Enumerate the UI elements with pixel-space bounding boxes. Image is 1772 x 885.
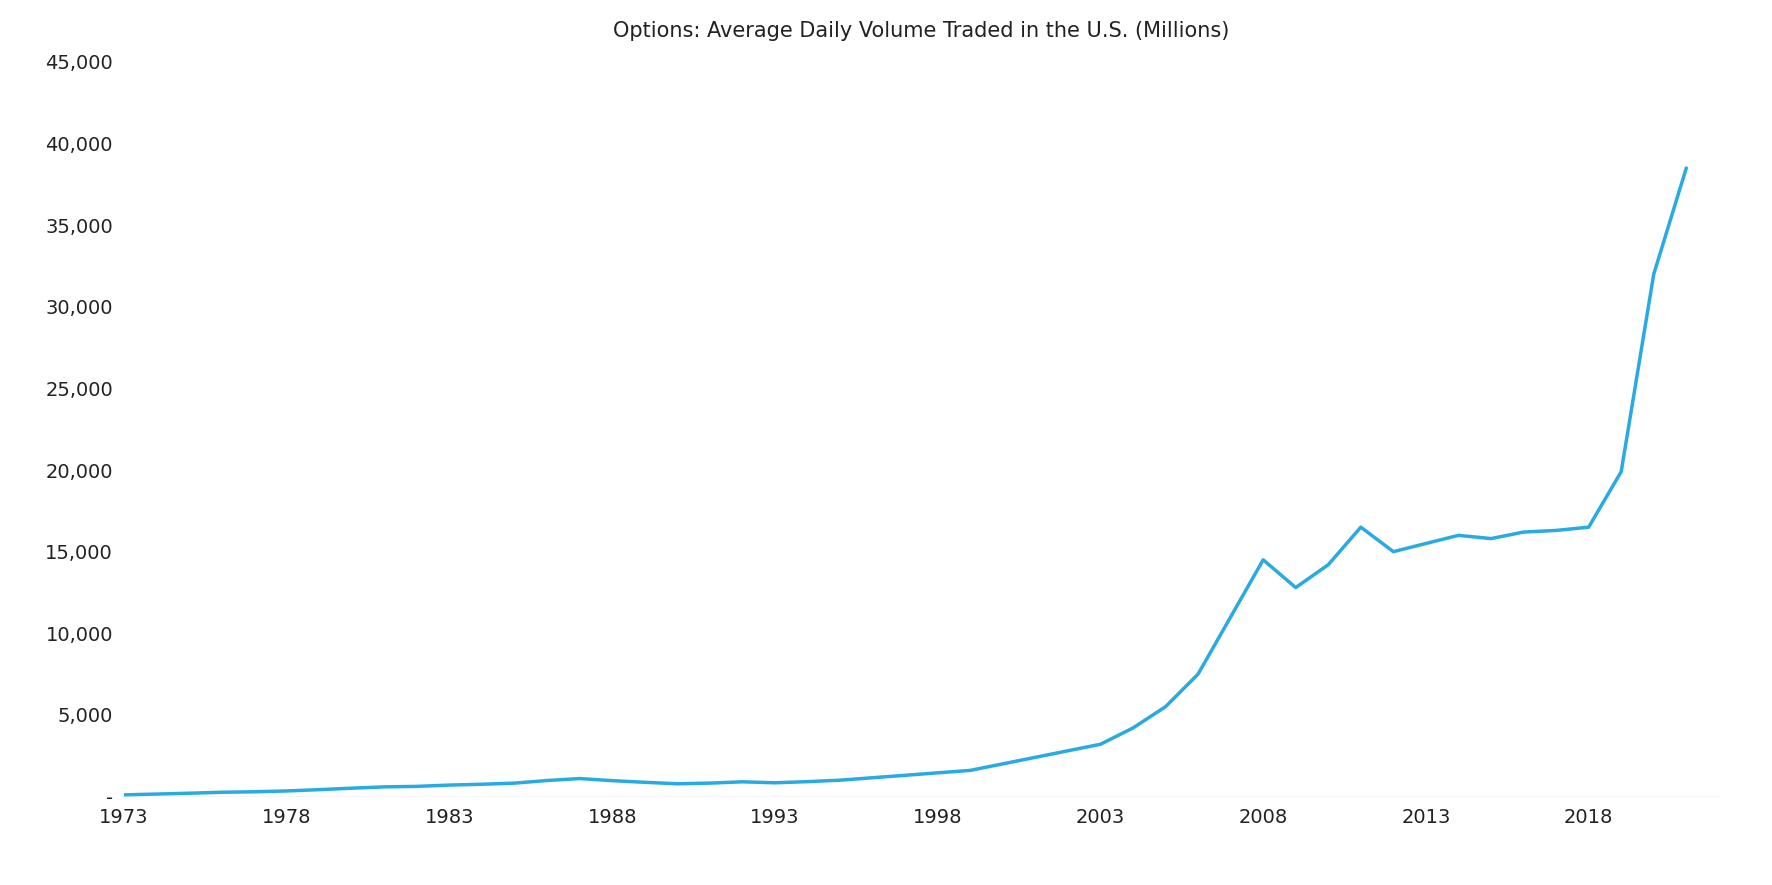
Title: Options: Average Daily Volume Traded in the U.S. (Millions): Options: Average Daily Volume Traded in … <box>613 21 1230 41</box>
